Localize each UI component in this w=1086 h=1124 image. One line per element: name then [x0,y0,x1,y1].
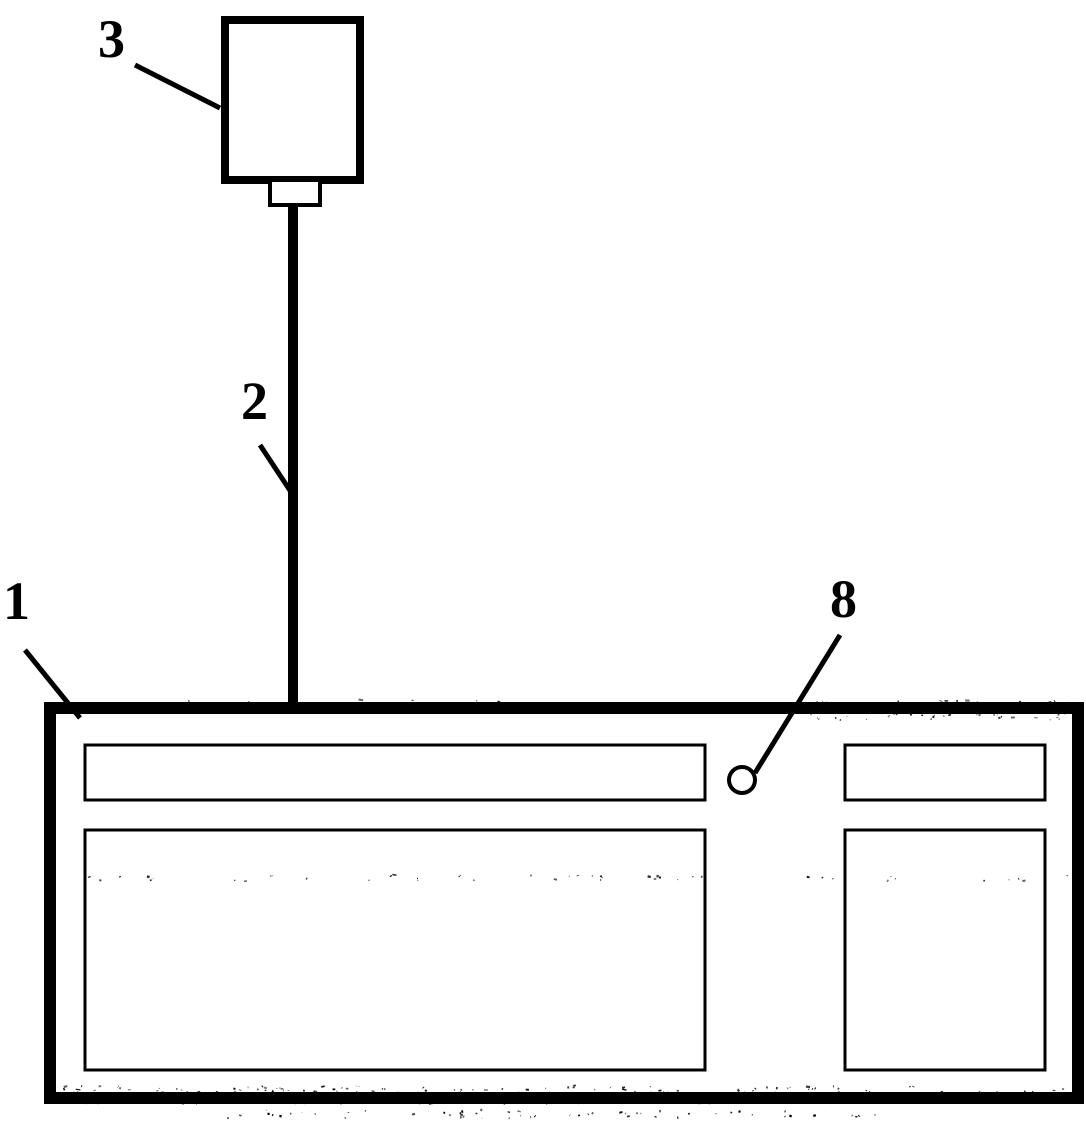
label-1: 1 [3,570,30,632]
label-2: 2 [241,370,268,432]
label-8: 8 [830,568,857,630]
label-3: 3 [98,8,125,70]
diagram-canvas [0,0,1086,1124]
